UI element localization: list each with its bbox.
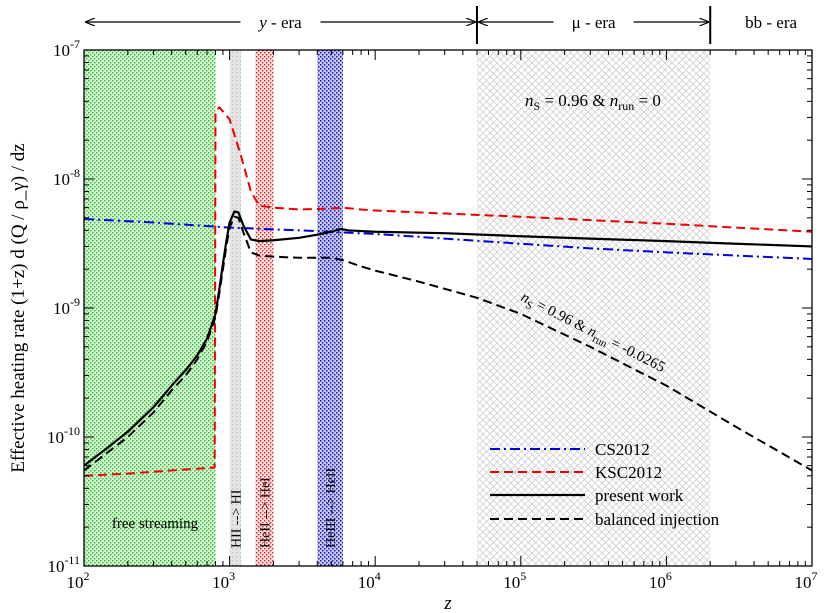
y-tick-label: 10-9 (53, 295, 80, 318)
annotation-ns-upper: nS = 0.96 & nrun = 0 (525, 91, 661, 113)
legend-label: present work (595, 486, 684, 505)
era-label: y - era (257, 13, 302, 32)
band-label-1: HII --> HI (229, 489, 244, 548)
y-tick-label: 10-10 (47, 424, 80, 447)
legend-label: KSC2012 (595, 463, 662, 482)
era-label: μ - era (572, 13, 616, 32)
x-tick-label: 105 (503, 569, 526, 592)
axis-ticks: 102 103 104 105 106 107 10-11 10-10 10-9 10-8 10-7 (47, 37, 818, 592)
era-label-bg (240, 10, 321, 32)
series-line-ksc2012 (83, 106, 813, 477)
band-0 (84, 50, 216, 566)
x-tick-label: 106 (649, 569, 672, 592)
legend: CS2012 KSC2012 present work balanced inject… (490, 440, 720, 529)
x-tick-label: 102 (67, 569, 90, 592)
era-bar: y - era μ - era bb - era (86, 6, 798, 44)
shaded-bands (84, 50, 711, 566)
series-lines (83, 106, 813, 477)
band-4 (476, 50, 711, 566)
band-1 (229, 50, 242, 566)
y-tick-label: 10-7 (53, 37, 80, 60)
y-tick-label: 10-8 (53, 166, 80, 189)
band-label-free-streaming: free streaming (112, 516, 199, 532)
series-line-balanced-injection (83, 215, 813, 472)
band-label-2: HeII --> HeI (258, 477, 273, 548)
band-label-3: HeIII --> HeII (324, 467, 339, 548)
y-axis-label: Effective heating rate (1+z) d (Q / ρ_γ)… (8, 143, 29, 472)
band-3 (317, 50, 343, 566)
legend-label: CS2012 (595, 440, 650, 459)
series-line-cs2012 (83, 217, 813, 260)
series-line-present-work (83, 210, 813, 467)
y-tick-label: 10-11 (47, 553, 80, 576)
x-axis-label: z (443, 593, 452, 613)
era-label: bb - era (745, 13, 797, 32)
x-tick-label: 103 (212, 569, 235, 592)
x-tick-label: 104 (358, 569, 381, 592)
era-label-bg (553, 10, 634, 32)
band-2 (255, 50, 274, 566)
legend-label: balanced injection (595, 510, 720, 529)
x-tick-label: 107 (795, 569, 818, 592)
band-labels: free streaming HII --> HI HeII --> HeI HeII… (112, 467, 339, 548)
